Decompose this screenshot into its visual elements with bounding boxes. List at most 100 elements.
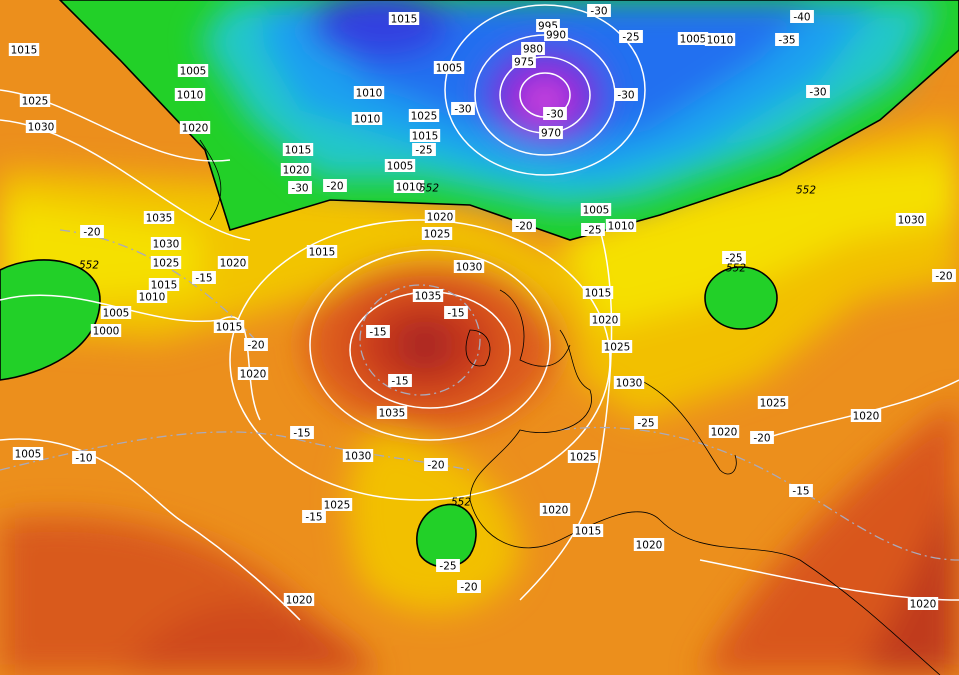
isobar-label: 1020 — [636, 540, 663, 552]
label-box — [704, 33, 736, 46]
temperature-label: -20 — [247, 340, 264, 352]
isobar-label: 1030 — [616, 378, 643, 390]
label-box — [90, 324, 122, 337]
temperature-label: -10 — [75, 453, 92, 465]
isobar-label: 1020 — [542, 505, 569, 517]
label-box — [25, 120, 57, 133]
temperature-label: -25 — [637, 418, 654, 430]
label-box — [757, 396, 789, 409]
isobar-label: 1030 — [28, 122, 55, 134]
thickness-label: 552 — [419, 183, 439, 195]
label-box — [790, 10, 814, 23]
label-box — [581, 223, 605, 236]
temperature-label: -30 — [291, 183, 308, 195]
label-box — [895, 213, 927, 226]
label-box — [321, 498, 353, 511]
isobar-label: 1020 — [220, 258, 247, 270]
isobar-label: 1015 — [216, 322, 243, 334]
isobar-label: 1020 — [182, 123, 209, 135]
label-box — [619, 30, 643, 43]
temperature-label: -25 — [584, 225, 601, 237]
label-box — [388, 12, 420, 25]
temperature-label: -30 — [454, 104, 471, 116]
temperature-label: -30 — [546, 109, 563, 121]
labels: 1015 1005 1010 1020 1025 1030 1035 1030 1025 1015… — [8, 4, 956, 611]
label-box — [580, 203, 612, 216]
isobar-label: 1035 — [379, 408, 406, 420]
label-box — [100, 306, 132, 319]
label-box — [806, 85, 830, 98]
isobar-label: 1025 — [604, 342, 631, 354]
label-box — [408, 109, 440, 122]
label-box — [453, 260, 485, 273]
isobar-label: 1015 — [585, 288, 612, 300]
label-box — [512, 219, 536, 232]
isobar-label: 1020 — [286, 595, 313, 607]
temperature-label: -20 — [427, 460, 444, 472]
temperature-label: -20 — [326, 181, 343, 193]
isobar-label: 990 — [546, 30, 566, 42]
label-box — [366, 325, 390, 338]
label-box — [288, 181, 312, 194]
label-box — [436, 559, 460, 572]
temperature-label: -15 — [391, 376, 408, 388]
isobar-label: 1005 — [103, 308, 130, 320]
label-box — [421, 227, 453, 240]
temperature-label: -20 — [753, 433, 770, 445]
temperature-label: -20 — [935, 271, 952, 283]
isobar-label: 1020 — [910, 599, 937, 611]
thickness-label: 552 — [451, 497, 471, 509]
temperature-label: -20 — [460, 582, 477, 594]
label-box — [572, 524, 604, 537]
isobar-label: 1010 — [608, 221, 635, 233]
label-box — [587, 4, 611, 17]
isobar-label: 1030 — [153, 239, 180, 251]
label-box — [351, 112, 383, 125]
label-box — [789, 484, 813, 497]
label-box — [388, 374, 412, 387]
temperature-label: -15 — [369, 327, 386, 339]
temperature-label: -25 — [622, 32, 639, 44]
thickness-label: 552 — [726, 263, 746, 275]
isobar-label: 1015 — [309, 247, 336, 259]
label-box — [323, 179, 347, 192]
isobar-label: 1030 — [456, 262, 483, 274]
label-box — [412, 143, 436, 156]
isobar-label: 1025 — [570, 452, 597, 464]
temperature-label: -15 — [293, 428, 310, 440]
temperature-label: -30 — [617, 90, 634, 102]
isobar-label: 1035 — [415, 291, 442, 303]
label-box — [932, 269, 956, 282]
label-box — [384, 159, 416, 172]
label-box — [179, 121, 211, 134]
isobar-label: 1025 — [153, 258, 180, 270]
label-box — [192, 271, 216, 284]
label-box — [543, 107, 567, 120]
isobar-label: 1005 — [583, 205, 610, 217]
isobar-label: 1010 — [354, 114, 381, 126]
temperature-label: -15 — [792, 486, 809, 498]
temperature-label: -25 — [725, 253, 742, 265]
isobar-label: 1015 — [575, 526, 602, 538]
label-box — [244, 338, 268, 351]
isobar-label: 1005 — [387, 161, 414, 173]
temperature-label: -25 — [439, 561, 456, 573]
label-box — [582, 286, 614, 299]
temperature-label: -30 — [590, 6, 607, 18]
label-box — [282, 143, 314, 156]
label-box — [424, 210, 456, 223]
label-box — [907, 597, 939, 610]
temperature-label: -30 — [809, 87, 826, 99]
isobar-label: 1025 — [424, 229, 451, 241]
isobar-label: 1020 — [592, 315, 619, 327]
label-box — [567, 450, 599, 463]
label-box — [353, 86, 385, 99]
isobar-label: 1015 — [412, 131, 439, 143]
label-box — [444, 306, 468, 319]
label-box — [150, 256, 182, 269]
label-box — [80, 225, 104, 238]
isobar-label: 975 — [514, 57, 534, 69]
label-box — [605, 219, 637, 232]
label-box — [512, 55, 536, 68]
